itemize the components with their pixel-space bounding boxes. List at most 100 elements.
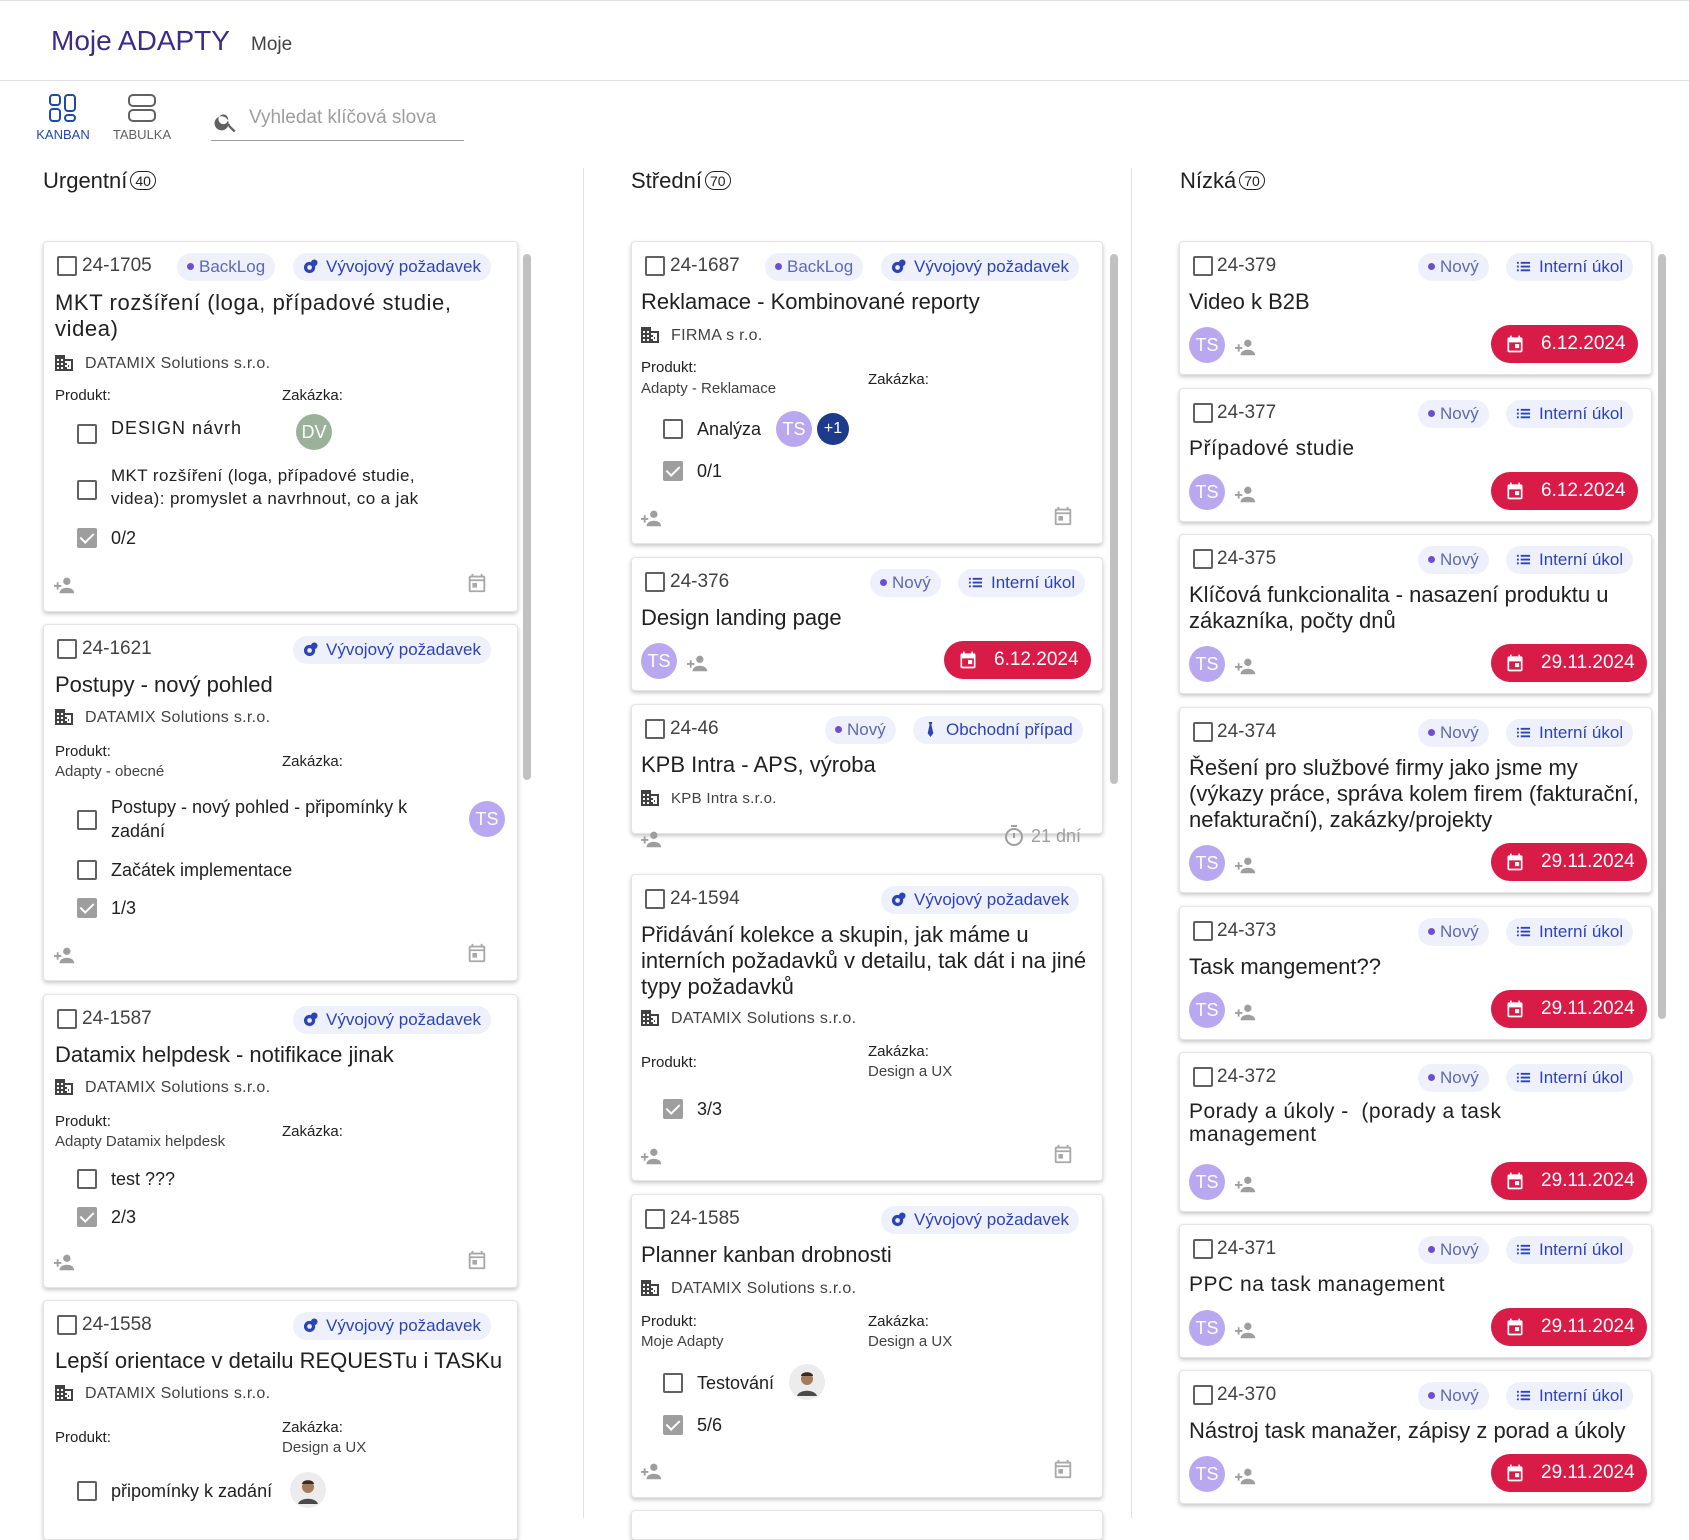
add-person-icon[interactable] <box>1235 338 1257 356</box>
type-chip[interactable]: Interní úkol <box>1506 719 1634 747</box>
avatar[interactable]: TS <box>641 643 677 679</box>
due-date-chip[interactable]: 29.11.2024 <box>1491 843 1647 881</box>
subtask-checkbox[interactable] <box>663 419 683 439</box>
avatar[interactable]: TS <box>1189 646 1225 682</box>
task-card[interactable]: 24-1705 BackLog Vývojový požadavek MKT r… <box>43 241 518 612</box>
task-card[interactable]: 24-46 Nový Obchodní případ KPB Intra - A… <box>631 704 1103 834</box>
card-title[interactable]: Datamix helpdesk - notifikace jinak <box>55 1042 394 1067</box>
calendar-icon[interactable] <box>466 1249 488 1271</box>
task-card[interactable]: 24-1558 Vývojový požadavek Lepší orienta… <box>43 1300 518 1540</box>
status-chip[interactable]: Nový <box>870 569 941 597</box>
type-chip[interactable]: Vývojový požadavek <box>293 1312 491 1340</box>
card-title[interactable]: MKT rozšíření (loga, případové studie, vi… <box>55 290 452 341</box>
add-person-icon[interactable] <box>641 1147 663 1165</box>
due-date-chip[interactable]: 29.11.2024 <box>1491 644 1647 682</box>
subtask-checkbox[interactable] <box>77 480 97 500</box>
avatar-photo[interactable] <box>789 1364 825 1400</box>
type-chip[interactable]: Vývojový požadavek <box>293 636 491 664</box>
type-chip[interactable]: Interní úkol <box>1506 400 1634 428</box>
type-chip[interactable]: Interní úkol <box>1506 546 1634 574</box>
task-card[interactable]: 24-370 Nový Interní úkol Nástroj task ma… <box>1179 1370 1652 1504</box>
type-chip[interactable]: Obchodní případ <box>913 716 1083 744</box>
card-title[interactable]: Porady a úkoly - (porady a task managemen… <box>1189 1100 1502 1146</box>
table-view-button[interactable]: TABULKA <box>108 93 176 142</box>
type-chip[interactable]: Vývojový požadavek <box>881 886 1079 914</box>
card-select-checkbox[interactable] <box>1193 1067 1213 1087</box>
task-card[interactable]: 24-376 Nový Interní úkol Design landing … <box>631 557 1103 691</box>
subtask-checkbox[interactable] <box>77 860 97 880</box>
more-assignees-badge[interactable]: +1 <box>817 413 849 445</box>
medium-scrollbar[interactable] <box>1110 254 1118 784</box>
add-person-icon[interactable] <box>687 654 709 672</box>
type-chip[interactable]: Vývojový požadavek <box>293 253 491 281</box>
task-card[interactable]: 24-374 Nový Interní úkol Řešení pro služ… <box>1179 707 1652 893</box>
card-select-checkbox[interactable] <box>1193 403 1213 423</box>
add-person-icon[interactable] <box>1235 1003 1257 1021</box>
avatar[interactable]: TS <box>1189 1164 1225 1200</box>
card-select-checkbox[interactable] <box>57 639 77 659</box>
add-person-icon[interactable] <box>54 576 76 594</box>
progress-checkbox[interactable] <box>77 1207 97 1227</box>
type-chip[interactable]: Interní úkol <box>1506 1064 1634 1092</box>
due-date-chip[interactable]: 29.11.2024 <box>1491 990 1647 1028</box>
status-chip[interactable]: Nový <box>1418 1382 1489 1410</box>
card-title[interactable]: Video k B2B <box>1189 289 1310 314</box>
status-chip[interactable]: Nový <box>1418 918 1489 946</box>
card-title[interactable]: Task mangement?? <box>1189 954 1381 979</box>
card-title[interactable]: Nástroj task manažer, zápisy z porad a ú… <box>1189 1418 1626 1443</box>
progress-checkbox[interactable] <box>663 461 683 481</box>
add-person-icon[interactable] <box>54 946 76 964</box>
add-person-icon[interactable] <box>1235 1175 1257 1193</box>
avatar[interactable]: TS <box>1189 992 1225 1028</box>
due-date-chip[interactable]: 6.12.2024 <box>1491 325 1638 363</box>
add-person-icon[interactable] <box>1235 1321 1257 1339</box>
card-select-checkbox[interactable] <box>1193 921 1213 941</box>
due-date-chip[interactable]: 29.11.2024 <box>1491 1162 1647 1200</box>
progress-checkbox[interactable] <box>663 1415 683 1435</box>
status-chip[interactable]: Nový <box>1418 1236 1489 1264</box>
status-chip[interactable]: Nový <box>1418 400 1489 428</box>
status-chip[interactable]: Nový <box>1418 1064 1489 1092</box>
card-title[interactable]: Design landing page <box>641 605 842 630</box>
calendar-icon[interactable] <box>466 942 488 964</box>
card-title[interactable]: Lepší orientace v detailu REQUESTu i TAS… <box>55 1348 503 1373</box>
card-select-checkbox[interactable] <box>645 256 665 276</box>
avatar[interactable]: TS <box>1189 1456 1225 1492</box>
task-card[interactable]: 24-371 Nový Interní úkol PPC na task man… <box>1179 1224 1652 1358</box>
subtask-checkbox[interactable] <box>77 1169 97 1189</box>
due-date-chip[interactable]: 29.11.2024 <box>1491 1308 1647 1346</box>
type-chip[interactable]: Vývojový požadavek <box>293 1006 491 1034</box>
card-title[interactable]: PPC na task management <box>1189 1273 1446 1296</box>
avatar[interactable]: TS <box>1189 327 1225 363</box>
kanban-view-button[interactable]: KANBAN <box>32 93 94 142</box>
add-person-icon[interactable] <box>641 509 663 527</box>
calendar-icon[interactable] <box>466 572 488 594</box>
task-card[interactable]: 24-373 Nový Interní úkol Task mangement?… <box>1179 906 1652 1040</box>
task-card[interactable]: 24-1587 Vývojový požadavek Datamix helpd… <box>43 994 518 1288</box>
add-person-icon[interactable] <box>54 1253 76 1271</box>
type-chip[interactable]: Interní úkol <box>958 569 1086 597</box>
card-select-checkbox[interactable] <box>645 719 665 739</box>
subtask-checkbox[interactable] <box>77 810 97 830</box>
calendar-icon[interactable] <box>1052 505 1074 527</box>
add-person-icon[interactable] <box>641 830 663 848</box>
card-select-checkbox[interactable] <box>1193 1239 1213 1259</box>
card-select-checkbox[interactable] <box>1193 1385 1213 1405</box>
type-chip[interactable]: Vývojový požadavek <box>881 1206 1079 1234</box>
type-chip[interactable]: Interní úkol <box>1506 1236 1634 1264</box>
calendar-icon[interactable] <box>1052 1143 1074 1165</box>
progress-checkbox[interactable] <box>663 1099 683 1119</box>
card-select-checkbox[interactable] <box>57 256 77 276</box>
status-chip[interactable]: BackLog <box>177 253 276 281</box>
due-date-chip[interactable]: 29.11.2024 <box>1491 1454 1647 1492</box>
type-chip[interactable]: Interní úkol <box>1506 253 1634 281</box>
card-title[interactable]: KPB Intra - APS, výroba <box>641 752 876 777</box>
card-select-checkbox[interactable] <box>57 1009 77 1029</box>
add-person-icon[interactable] <box>1235 657 1257 675</box>
card-title[interactable]: Reklamace - Kombinované reporty <box>641 289 980 314</box>
card-title[interactable]: Planner kanban drobnosti <box>641 1242 892 1267</box>
avatar[interactable]: TS <box>1189 474 1225 510</box>
subtask-checkbox[interactable] <box>77 1481 97 1501</box>
task-card[interactable] <box>631 1510 1103 1540</box>
card-title[interactable]: Případové studie <box>1189 437 1355 460</box>
